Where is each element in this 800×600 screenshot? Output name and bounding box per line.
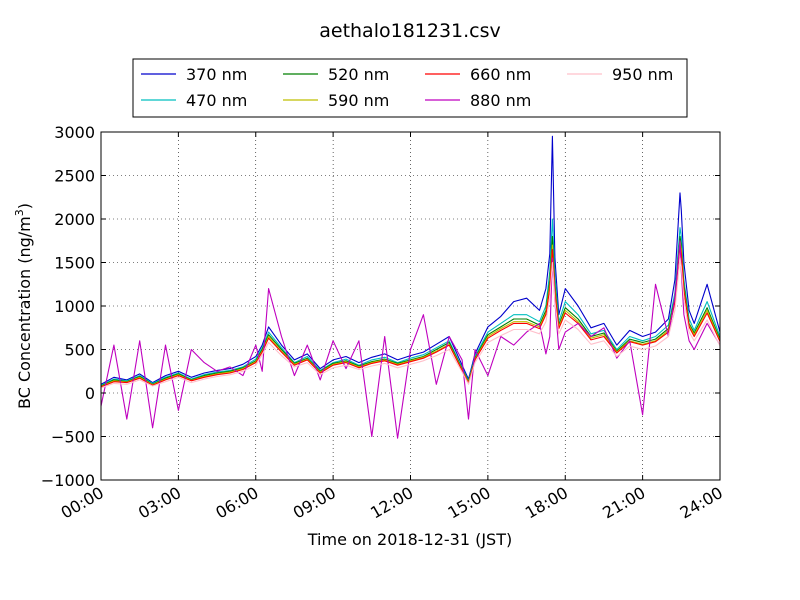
legend: 370 nm 470 nm 520 nm 590 nm 660 nm 880 nm 950 … [132,58,688,118]
axis-ticks: 00:00 03:00 06:00 09:00 12:00 15:00 18:00 21:00… [41,123,726,523]
legend-label: 950 nm [612,65,673,84]
y-tick-label: −1000 [41,471,95,490]
x-tick-label: 24:00 [677,483,726,523]
series-line-950-nm [100,257,721,389]
y-axis-label-suffix: ) [15,203,34,209]
y-tick-label: −500 [51,428,95,447]
y-tick-label: 3000 [54,123,95,142]
legend-box [132,58,688,118]
plot-area [100,135,721,439]
legend-label: 520 nm [328,65,389,84]
x-tick-label: 15:00 [444,483,493,523]
series-line-660-nm [100,244,721,388]
legend-label: 880 nm [470,91,531,110]
x-tick-label: 03:00 [135,483,184,523]
series-line-370-nm [100,135,721,385]
grid [101,132,720,480]
x-tick-label: 18:00 [522,483,571,523]
legend-label: 590 nm [328,91,389,110]
y-tick-label: 2000 [54,210,95,229]
x-axis-label: Time on 2018-12-31 (JST) [307,530,512,549]
legend-label: 370 nm [186,65,247,84]
x-tick-label: 09:00 [290,483,339,523]
y-axis-label-main: BC Concentration (ng/m [15,216,34,409]
series-line-520-nm [100,235,721,387]
x-tick-label: 06:00 [212,483,261,523]
y-tick-label: 2500 [54,167,95,186]
y-tick-label: 0 [85,384,95,403]
x-tick-label: 12:00 [367,483,416,523]
y-tick-label: 1000 [54,297,95,316]
legend-label: 470 nm [186,91,247,110]
series-line-880-nm [100,240,721,439]
y-axis-label: BC Concentration (ng/m3) [13,203,34,409]
y-tick-label: 500 [64,341,95,360]
x-tick-label: 21:00 [599,483,648,523]
y-axis-label-sup: 3 [13,209,26,216]
y-tick-label: 1500 [54,254,95,273]
legend-label: 660 nm [470,65,531,84]
chart-title: aethalo181231.csv [319,20,501,42]
